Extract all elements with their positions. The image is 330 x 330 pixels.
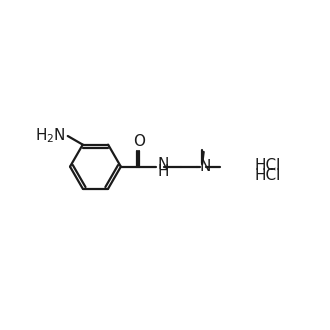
Text: HCl: HCl [254,158,280,173]
Text: N: N [200,159,211,174]
Text: O: O [133,134,145,149]
Text: N: N [157,157,169,172]
Text: H: H [157,164,169,179]
Text: HCl: HCl [254,168,280,183]
Text: H$_2$N: H$_2$N [35,127,66,145]
